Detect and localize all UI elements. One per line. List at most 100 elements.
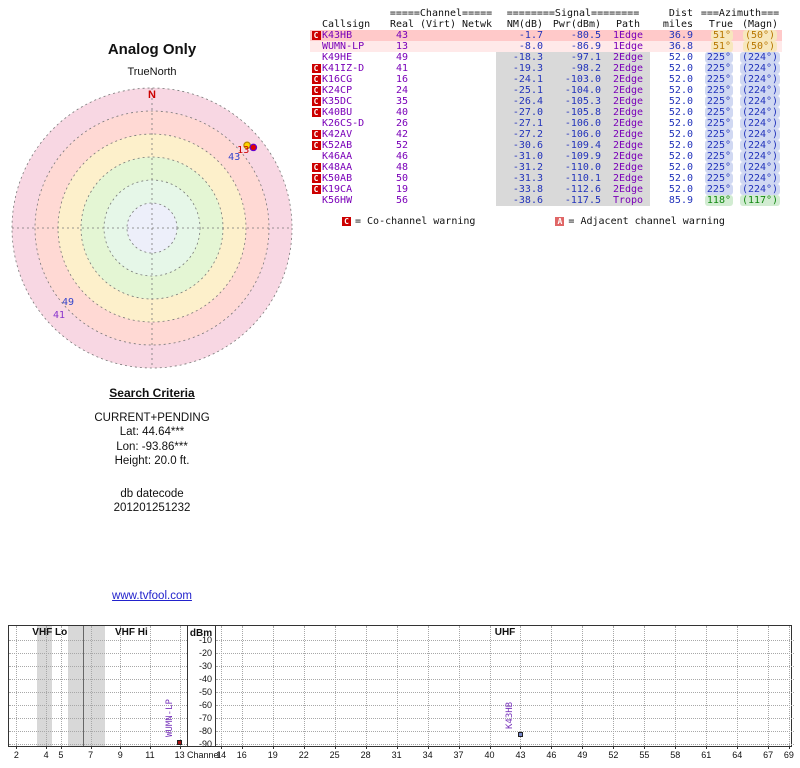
gridline-vertical <box>396 626 398 746</box>
col-path: Path <box>615 19 641 30</box>
table-row[interactable]: C K50AB 50 -31.3 -110.1 2Edge 52.0 225° (224°) <box>310 173 782 184</box>
path-cell-value: 2Edge <box>612 151 644 162</box>
az-true-cell: 51° <box>698 41 738 52</box>
table-row[interactable]: K26CS-D 26 -27.1 -106.0 2Edge 52.0 225° (224°) <box>310 118 782 129</box>
real-channel-cell: 52 <box>386 140 418 151</box>
miles-cell-value: 52.0 <box>668 96 693 107</box>
nm-cell-value: -8.0 <box>518 41 543 52</box>
path-cell-value: 1Edge <box>612 41 644 52</box>
x-axis-tick-label: 5 <box>58 750 64 760</box>
az-magn-cell: (50°) <box>738 41 782 52</box>
real-channel-cell: 24 <box>386 85 418 96</box>
az-true-cell-value: 225° <box>704 52 733 63</box>
table-header-groups: =====Channel===== ========Signal========… <box>310 8 782 19</box>
callsign-cell: K26CS-D <box>322 118 386 129</box>
table-row[interactable]: C K35DC 35 -26.4 -105.3 2Edge 52.0 225° (224°) <box>310 96 782 107</box>
gridline-vertical <box>613 626 615 746</box>
netwk-cell <box>458 74 496 85</box>
tvfool-link[interactable]: www.tvfool.com <box>112 590 192 602</box>
x-axis-tickmark <box>221 746 223 749</box>
x-axis-tick-label: 61 <box>701 750 712 760</box>
station-label: 49 <box>62 297 74 308</box>
table-row[interactable]: C K19CA 19 -33.8 -112.6 2Edge 52.0 225° (224°) <box>310 184 782 195</box>
table-row[interactable]: K56HW 56 -38.6 -117.5 Tropo 85.9 118° (117°) <box>310 195 782 206</box>
real-channel-cell-value: 52 <box>395 140 409 151</box>
nm-cell: -24.1 <box>496 74 548 85</box>
netwk-cell <box>458 30 496 41</box>
x-axis-tick-label: 43 <box>515 750 526 760</box>
warning-cell <box>310 52 322 63</box>
nm-cell-value: -1.7 <box>518 30 543 41</box>
miles-cell: 52.0 <box>650 85 698 96</box>
x-axis-tickmark <box>272 746 274 749</box>
x-axis-tickmark <box>551 746 553 749</box>
table-row[interactable]: WUMN-LP 13 -8.0 -86.9 1Edge 36.8 51° (50°) <box>310 41 782 52</box>
table-row[interactable]: C K24CP 24 -25.1 -104.0 2Edge 52.0 225° (224°) <box>310 85 782 96</box>
x-axis-tick-label: 2 <box>13 750 19 760</box>
x-axis-tickmark <box>60 746 62 749</box>
az-magn-cell-value: (224°) <box>739 140 781 151</box>
co-channel-badge: C <box>311 64 321 73</box>
miles-cell: 52.0 <box>650 184 698 195</box>
gridline-horizontal <box>216 718 794 719</box>
gridline-vertical <box>241 626 243 746</box>
table-row[interactable]: C K41IZ-D 41 -19.3 -98.2 2Edge 52.0 225° (224°) <box>310 63 782 74</box>
path-cell: 2Edge <box>606 96 650 107</box>
virt-channel-cell <box>418 162 458 173</box>
real-channel-cell-value: 24 <box>395 85 409 96</box>
az-true-cell: 225° <box>698 129 738 140</box>
nm-cell-value: -26.4 <box>512 96 543 107</box>
y-axis-tick-label: -40 <box>198 674 212 684</box>
table-row[interactable]: C K40BU 40 -27.0 -105.8 2Edge 52.0 225° (224°) <box>310 107 782 118</box>
criteria-lon: Lon: -93.86*** <box>116 440 188 453</box>
nm-cell-value: -27.1 <box>512 118 543 129</box>
x-axis-tick-label: 31 <box>391 750 402 760</box>
nm-cell: -18.3 <box>496 52 548 63</box>
callsign-cell: K56HW <box>322 195 386 206</box>
miles-cell: 52.0 <box>650 96 698 107</box>
table-row[interactable]: C K16CG 16 -24.1 -103.0 2Edge 52.0 225° (224°) <box>310 74 782 85</box>
miles-cell: 52.0 <box>650 74 698 85</box>
table-row[interactable]: C K48AA 48 -31.2 -110.0 2Edge 52.0 225° (224°) <box>310 162 782 173</box>
virt-channel-cell <box>418 41 458 52</box>
warning-cell: C <box>310 30 322 41</box>
table-row[interactable]: K46AA 46 -31.0 -109.9 2Edge 52.0 225° (224°) <box>310 151 782 162</box>
path-cell: 2Edge <box>606 151 650 162</box>
signal-group-header: ========Signal======== <box>506 8 640 19</box>
path-cell: 2Edge <box>606 129 650 140</box>
gridline-vertical <box>365 626 367 746</box>
co-channel-badge: C <box>311 130 321 139</box>
real-channel-cell: 43 <box>386 30 418 41</box>
table-row[interactable]: K49HE 49 -18.3 -97.1 2Edge 52.0 225° (224°) <box>310 52 782 63</box>
station-signal-marker <box>177 739 183 745</box>
gridline-vertical <box>120 626 122 746</box>
virt-channel-cell <box>418 195 458 206</box>
x-axis-tickmark <box>396 746 398 749</box>
uhf-panel: 14 16 19 22 25 28 31 34 37 40 43 46 49 52 55 58 61 64 67 69… <box>215 626 794 760</box>
miles-cell: 36.8 <box>650 41 698 52</box>
miles-cell-value: 52.0 <box>668 184 693 195</box>
az-magn-cell-value: (224°) <box>739 151 781 162</box>
path-cell-value: 2Edge <box>612 52 644 63</box>
table-row[interactable]: C K42AV 42 -27.2 -106.0 2Edge 52.0 225° (224°) <box>310 129 782 140</box>
x-axis-tickmark <box>489 746 491 749</box>
virt-channel-cell <box>418 140 458 151</box>
x-axis-tickmark <box>90 746 92 749</box>
pwr-cell-value: -105.8 <box>564 107 601 118</box>
gridline-horizontal <box>9 744 187 745</box>
x-axis-tickmark <box>365 746 367 749</box>
az-magn-cell: (224°) <box>738 85 782 96</box>
x-axis-tick-label: 58 <box>670 750 681 760</box>
co-channel-badge: C <box>311 185 321 194</box>
real-channel-cell: 40 <box>386 107 418 118</box>
callsign-cell: K24CP <box>322 85 386 96</box>
x-axis-tickmark <box>768 746 770 749</box>
warning-cell: C <box>310 140 322 151</box>
path-cell: 2Edge <box>606 140 650 151</box>
pwr-cell-value: -117.5 <box>564 195 601 206</box>
table-row[interactable]: C K52AB 52 -30.6 -109.4 2Edge 52.0 225° (224°) <box>310 140 782 151</box>
az-true-cell-value: 225° <box>704 151 733 162</box>
col-true: True <box>708 19 733 30</box>
table-row[interactable]: C K43HB 43 -1.7 -80.5 1Edge 36.9 51° (50°) <box>310 30 782 41</box>
